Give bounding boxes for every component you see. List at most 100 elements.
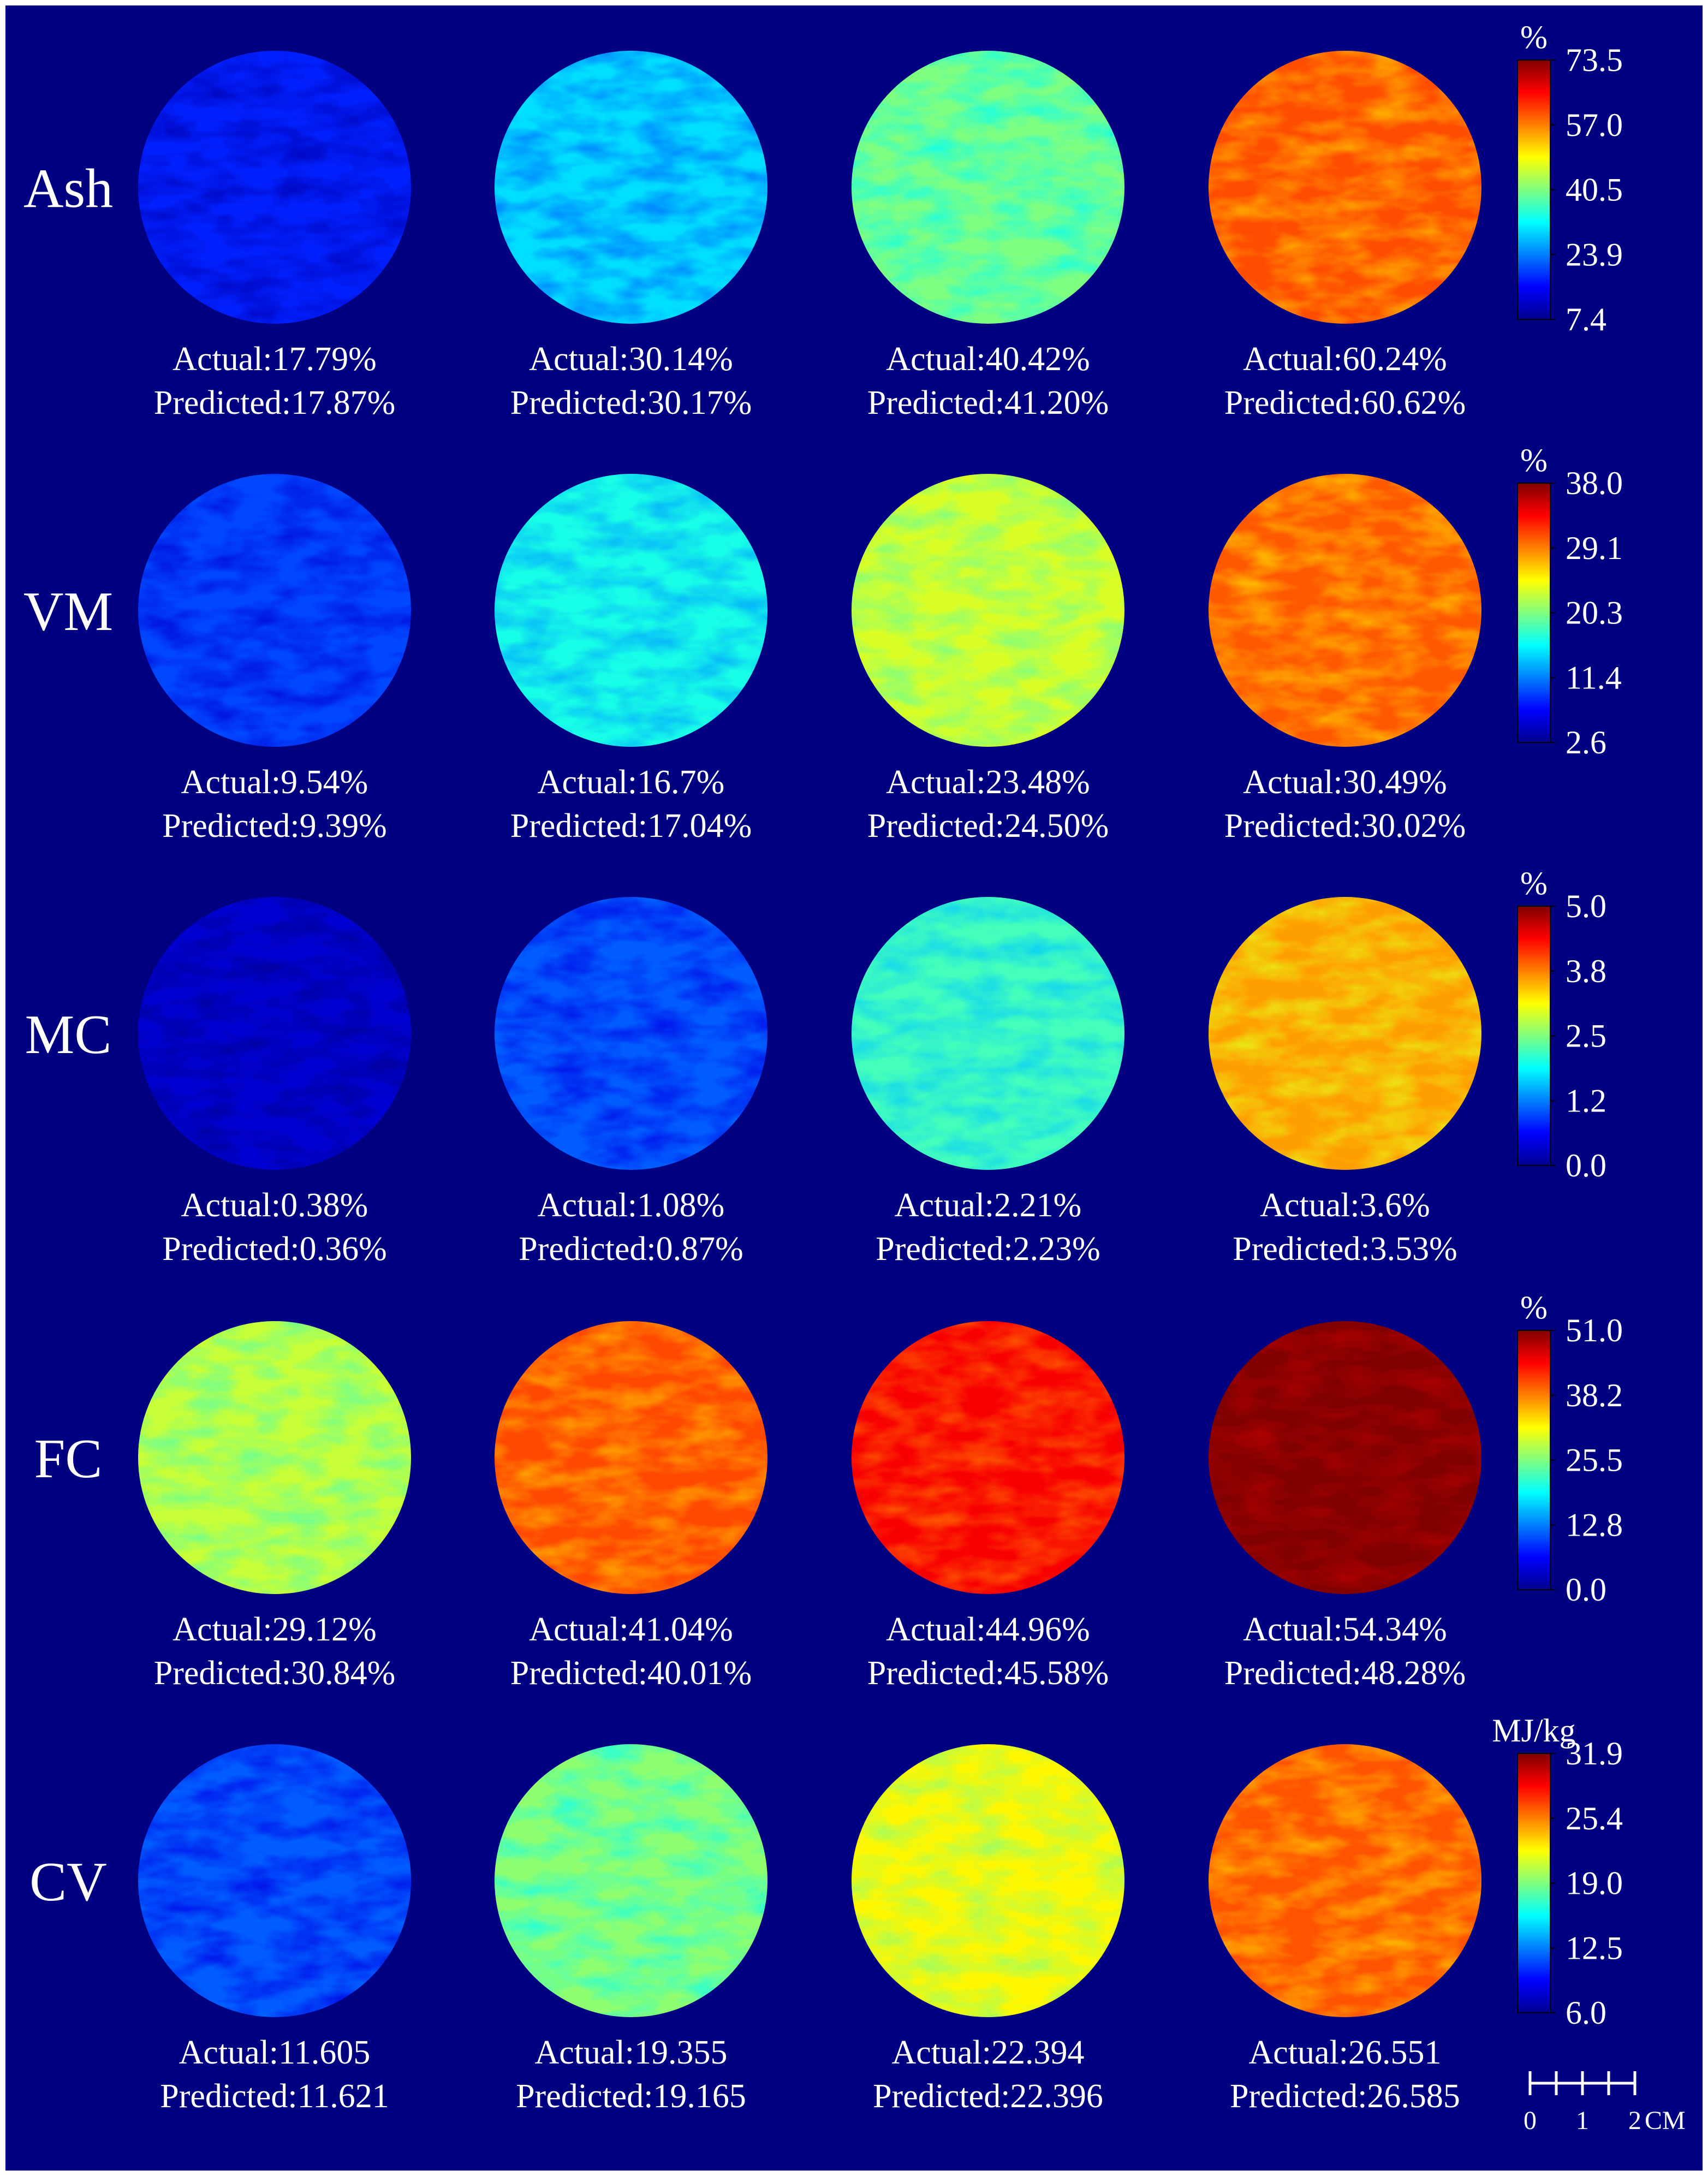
sample-4 [1209,897,1481,1170]
actual-value-label: Actual:0.38% [181,1187,368,1224]
actual-value-label: Actual:16.7% [538,764,725,801]
actual-value-label: Actual:29.12% [172,1611,377,1648]
actual-value-label: Actual:9.54% [181,764,368,801]
colorbar-tick-label: 11.4 [1566,659,1622,695]
colorbar-tick-label: 57.0 [1566,107,1623,143]
scale-bar [1528,2071,1636,2095]
predicted-value-label: Predicted:45.58% [867,1655,1109,1692]
colorbar-tick-label: 38.2 [1566,1377,1623,1413]
scale-bar-label: 1 [1576,2106,1589,2135]
colorbar [1517,483,1556,743]
predicted-value-label: Predicted:17.04% [510,807,752,845]
actual-value-label: Actual:17.79% [172,341,377,378]
actual-value-label: Actual:19.355 [535,2034,728,2071]
prediction-map-texture [495,1744,767,2017]
predicted-value-label: Predicted:26.585 [1230,2078,1460,2115]
colorbar-tick-label: 5.0 [1566,888,1606,924]
prediction-map-texture [1209,51,1481,324]
row-fc [138,1321,1556,1594]
sample-2 [495,474,767,747]
colorbar-gradient [1517,1753,1551,2013]
prediction-map-texture [852,897,1124,1170]
colorbar-tick-label: 31.9 [1566,1735,1623,1771]
colorbar-unit: % [1520,19,1548,55]
colorbar-tick-label: 38.0 [1566,465,1623,501]
colorbar-tick-label: 1.2 [1566,1083,1606,1119]
predicted-value-label: Predicted:3.53% [1233,1230,1457,1268]
predicted-value-label: Predicted:0.87% [519,1230,743,1268]
prediction-map-texture [138,1744,411,2017]
predicted-value-label: Predicted:0.36% [162,1230,387,1268]
scale-bar-unit: CM [1645,2106,1686,2135]
actual-value-label: Actual:22.394 [892,2034,1085,2071]
prediction-map-texture [1209,474,1481,747]
colorbar-tick-label: 0.0 [1566,1148,1606,1184]
actual-value-label: Actual:54.34% [1243,1611,1447,1648]
row-label: MC [25,1004,112,1066]
sample-1 [138,897,411,1170]
prediction-map-texture [495,897,767,1170]
colorbar-tick-label: 6.0 [1566,1995,1606,2031]
sample-2 [495,1744,767,2017]
predicted-value-label: Predicted:11.621 [160,2078,389,2115]
predicted-value-label: Predicted:22.396 [873,2078,1103,2115]
actual-value-label: Actual:26.551 [1249,2034,1442,2071]
colorbar-tick-label: 12.8 [1566,1507,1623,1543]
sample-1 [138,1321,411,1594]
sample-3 [852,1321,1124,1594]
row-label: VM [23,581,113,643]
colorbar-tick-label: 25.5 [1566,1442,1623,1478]
colorbar-unit: % [1520,442,1548,478]
colorbar-tick-label: 3.8 [1566,953,1606,989]
sample-2 [495,1321,767,1594]
scale-bar-label: 0 [1523,2106,1537,2135]
figure-panel: Ash Actual:17.79% Predicted:17.87% Actual:3… [5,5,1703,2171]
prediction-map-texture [852,1744,1124,2017]
colorbar-tick-label: 0.0 [1566,1572,1606,1608]
prediction-map-texture [1209,1321,1481,1594]
prediction-map-texture [495,51,767,324]
actual-value-label: Actual:11.605 [179,2034,371,2071]
colorbar-unit: MJ/kg [1492,1713,1575,1749]
actual-value-label: Actual:30.14% [529,341,733,378]
predicted-value-label: Predicted:9.39% [162,807,387,845]
actual-value-label: Actual:60.24% [1243,341,1447,378]
colorbar-tick-label: 25.4 [1566,1800,1623,1836]
row-cv [138,1744,1556,2017]
row-mc [138,897,1556,1170]
sample-1 [138,1744,411,2017]
actual-value-label: Actual:2.21% [895,1187,1082,1224]
sample-3 [852,474,1124,747]
sample-3 [852,51,1124,324]
sample-2 [495,897,767,1170]
colorbar-tick-label: 7.4 [1566,301,1606,337]
row-vm [138,474,1556,747]
colorbar-tick-label: 12.5 [1566,1930,1623,1966]
colorbar [1517,1330,1556,1590]
predicted-value-label: Predicted:41.20% [867,384,1109,421]
prediction-map-texture [852,474,1124,747]
predicted-value-label: Predicted:2.23% [876,1230,1100,1268]
sample-3 [852,897,1124,1170]
sample-1 [138,474,411,747]
colorbar-unit: % [1520,865,1548,901]
actual-value-label: Actual:1.08% [538,1187,725,1224]
sample-4 [1209,1321,1481,1594]
colorbar-unit: % [1520,1289,1548,1325]
prediction-map-texture [138,51,411,324]
sample-4 [1209,474,1481,747]
colorbar-gradient [1517,483,1551,743]
actual-value-label: Actual:41.04% [529,1611,733,1648]
colorbar-tick-label: 40.5 [1566,172,1623,208]
sample-2 [495,51,767,324]
actual-value-label: Actual:40.42% [886,341,1090,378]
colorbar-tick-label: 51.0 [1566,1312,1623,1348]
predicted-value-label: Predicted:17.87% [154,384,396,421]
predicted-value-label: Predicted:40.01% [510,1655,752,1692]
colorbar-tick-label: 20.3 [1566,595,1623,631]
colorbar-tick-label: 19.0 [1566,1865,1623,1901]
colorbar-gradient [1517,906,1551,1166]
colorbar-tick-label: 73.5 [1566,42,1623,78]
prediction-map-texture [495,1321,767,1594]
prediction-map-texture [1209,897,1481,1170]
